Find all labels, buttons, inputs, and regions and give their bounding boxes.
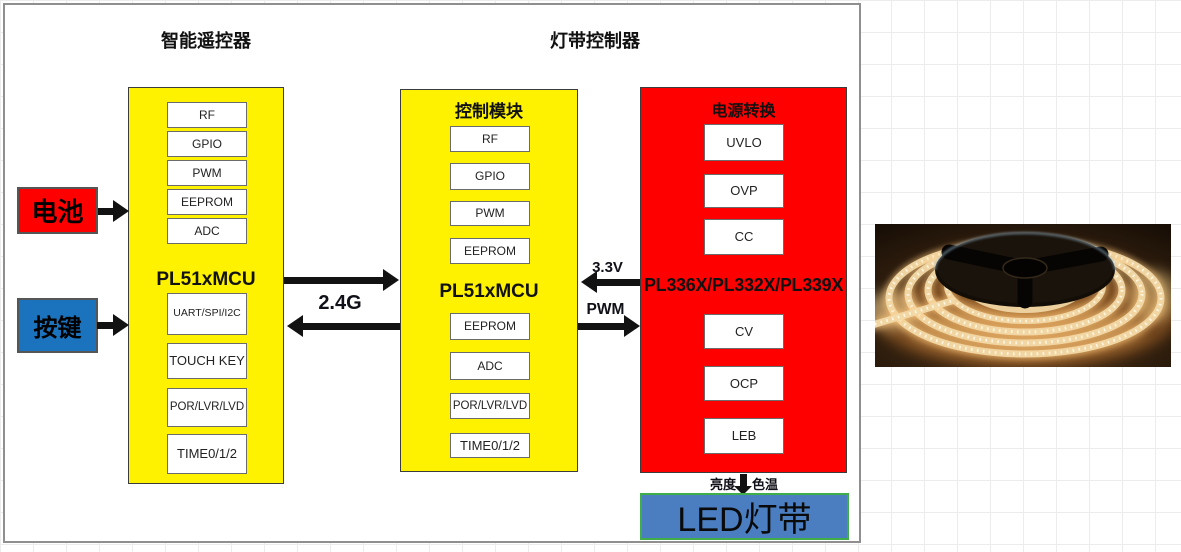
battery-arrow-head <box>113 200 132 222</box>
module-label: PWM <box>475 206 505 221</box>
module-box-gpio: GPIO <box>450 163 530 190</box>
module-label: TOUCH KEY <box>169 353 245 369</box>
color-temp-label: 色温 <box>752 477 779 492</box>
module-label: CV <box>734 323 754 339</box>
module-box-adc: ADC <box>167 218 247 244</box>
led-strip-photo-art <box>865 224 1179 369</box>
module-label: UART/SPI/I2C <box>173 307 241 320</box>
module-box-pwm: PWM <box>167 160 247 186</box>
keys-arrow-head <box>113 314 132 336</box>
supply-arrow-stem <box>594 279 640 286</box>
module-label: RF <box>199 107 215 122</box>
remote-mcu-label: PL51xMCU <box>156 269 256 290</box>
control-module-block: 控制模块 RF GPIO PWM EEPROM PL51xMCU EEPROM … <box>400 89 578 472</box>
module-box-por-lvr-lvd: POR/LVR/LVD <box>167 388 247 427</box>
rf-tx-arrow-head <box>383 269 402 291</box>
module-label: RF <box>482 131 498 146</box>
supply-3v3-label: 3.3V <box>592 259 623 276</box>
led-strip-photo <box>865 224 1179 369</box>
module-label: ADC <box>194 223 220 238</box>
module-box-cv: CV <box>704 314 784 349</box>
module-box-rf: RF <box>167 102 247 128</box>
module-label: LEB <box>731 428 757 444</box>
keys-arrow-stem <box>97 322 114 329</box>
power-chip-label: PL336X/PL332X/PL339X <box>643 275 844 295</box>
led-strip-label: LED灯带 <box>677 501 812 539</box>
reel <box>933 231 1117 309</box>
module-box-por-lvr-lvd: POR/LVR/LVD <box>450 393 530 419</box>
rf-link-label: 2.4G <box>318 292 362 314</box>
led-strip-box: LED灯带 <box>640 493 849 540</box>
output-arrow-stem <box>740 474 747 487</box>
module-box-eeprom2: EEPROM <box>450 313 530 340</box>
module-box-uvlo: UVLO <box>704 124 784 161</box>
power-block-title: 电源转换 <box>711 103 776 120</box>
control-module-title: 控制模块 <box>455 102 523 121</box>
module-label: OCP <box>729 375 759 391</box>
module-box-touch-key: TOUCH KEY <box>167 343 247 379</box>
controller-section-title: 灯带控制器 <box>550 31 640 51</box>
rf-rx-arrow-head <box>284 315 303 337</box>
control-mcu-label: PL51xMCU <box>439 281 539 302</box>
output-arrow-head <box>734 486 752 498</box>
battery-label: 电池 <box>31 197 84 227</box>
module-box-ocp: OCP <box>704 366 784 401</box>
module-label: GPIO <box>191 136 222 151</box>
module-box-rf: RF <box>450 126 530 152</box>
module-box-leb: LEB <box>704 418 784 454</box>
module-box-cc: CC <box>704 219 784 255</box>
module-label: OVP <box>730 183 758 199</box>
module-label: CC <box>734 229 754 245</box>
module-label: ADC <box>477 358 503 373</box>
module-box-ovp: OVP <box>704 174 784 208</box>
module-label: TIME0/1/2 <box>460 437 520 453</box>
power-conversion-block: 电源转换 UVLO OVP CC PL336X/PL332X/PL339X CV… <box>640 87 847 473</box>
module-label: EEPROM <box>180 194 233 209</box>
rf-rx-arrow-stem <box>300 323 400 330</box>
remote-section-title: 智能遥控器 <box>161 31 251 51</box>
module-label: PWM <box>192 165 222 180</box>
module-box-adc: ADC <box>450 352 530 380</box>
module-box-eeprom: EEPROM <box>167 189 247 215</box>
pwm-arrow-stem <box>578 323 624 330</box>
module-label: EEPROM <box>463 319 516 334</box>
keys-label: 按键 <box>33 315 82 342</box>
remote-mcu-block: RF GPIO PWM EEPROM ADC PL51xMCU UART/SPI… <box>128 87 284 484</box>
rf-tx-arrow-stem <box>284 277 384 284</box>
supply-arrow-head <box>578 271 597 293</box>
battery-box: 电池 <box>17 187 98 234</box>
module-box-time012: TIME0/1/2 <box>450 433 530 458</box>
module-label: UVLO <box>726 134 762 150</box>
module-box-eeprom: EEPROM <box>450 238 530 264</box>
module-label: TIME0/1/2 <box>177 446 237 462</box>
keys-box: 按键 <box>17 298 98 353</box>
module-label: POR/LVR/LVD <box>169 401 245 414</box>
module-box-pwm: PWM <box>450 201 530 226</box>
module-label: EEPROM <box>463 243 516 258</box>
pwm-arrow-head <box>624 315 643 337</box>
pwm-signal-label: PWM <box>586 301 625 318</box>
module-box-uart-spi-i2c: UART/SPI/I2C <box>167 293 247 335</box>
brightness-label: 亮度 <box>709 477 736 492</box>
module-box-time012: TIME0/1/2 <box>167 434 247 474</box>
battery-arrow-stem <box>98 208 114 215</box>
module-label: POR/LVR/LVD <box>452 399 528 412</box>
module-box-gpio: GPIO <box>167 131 247 157</box>
module-label: GPIO <box>474 169 505 184</box>
